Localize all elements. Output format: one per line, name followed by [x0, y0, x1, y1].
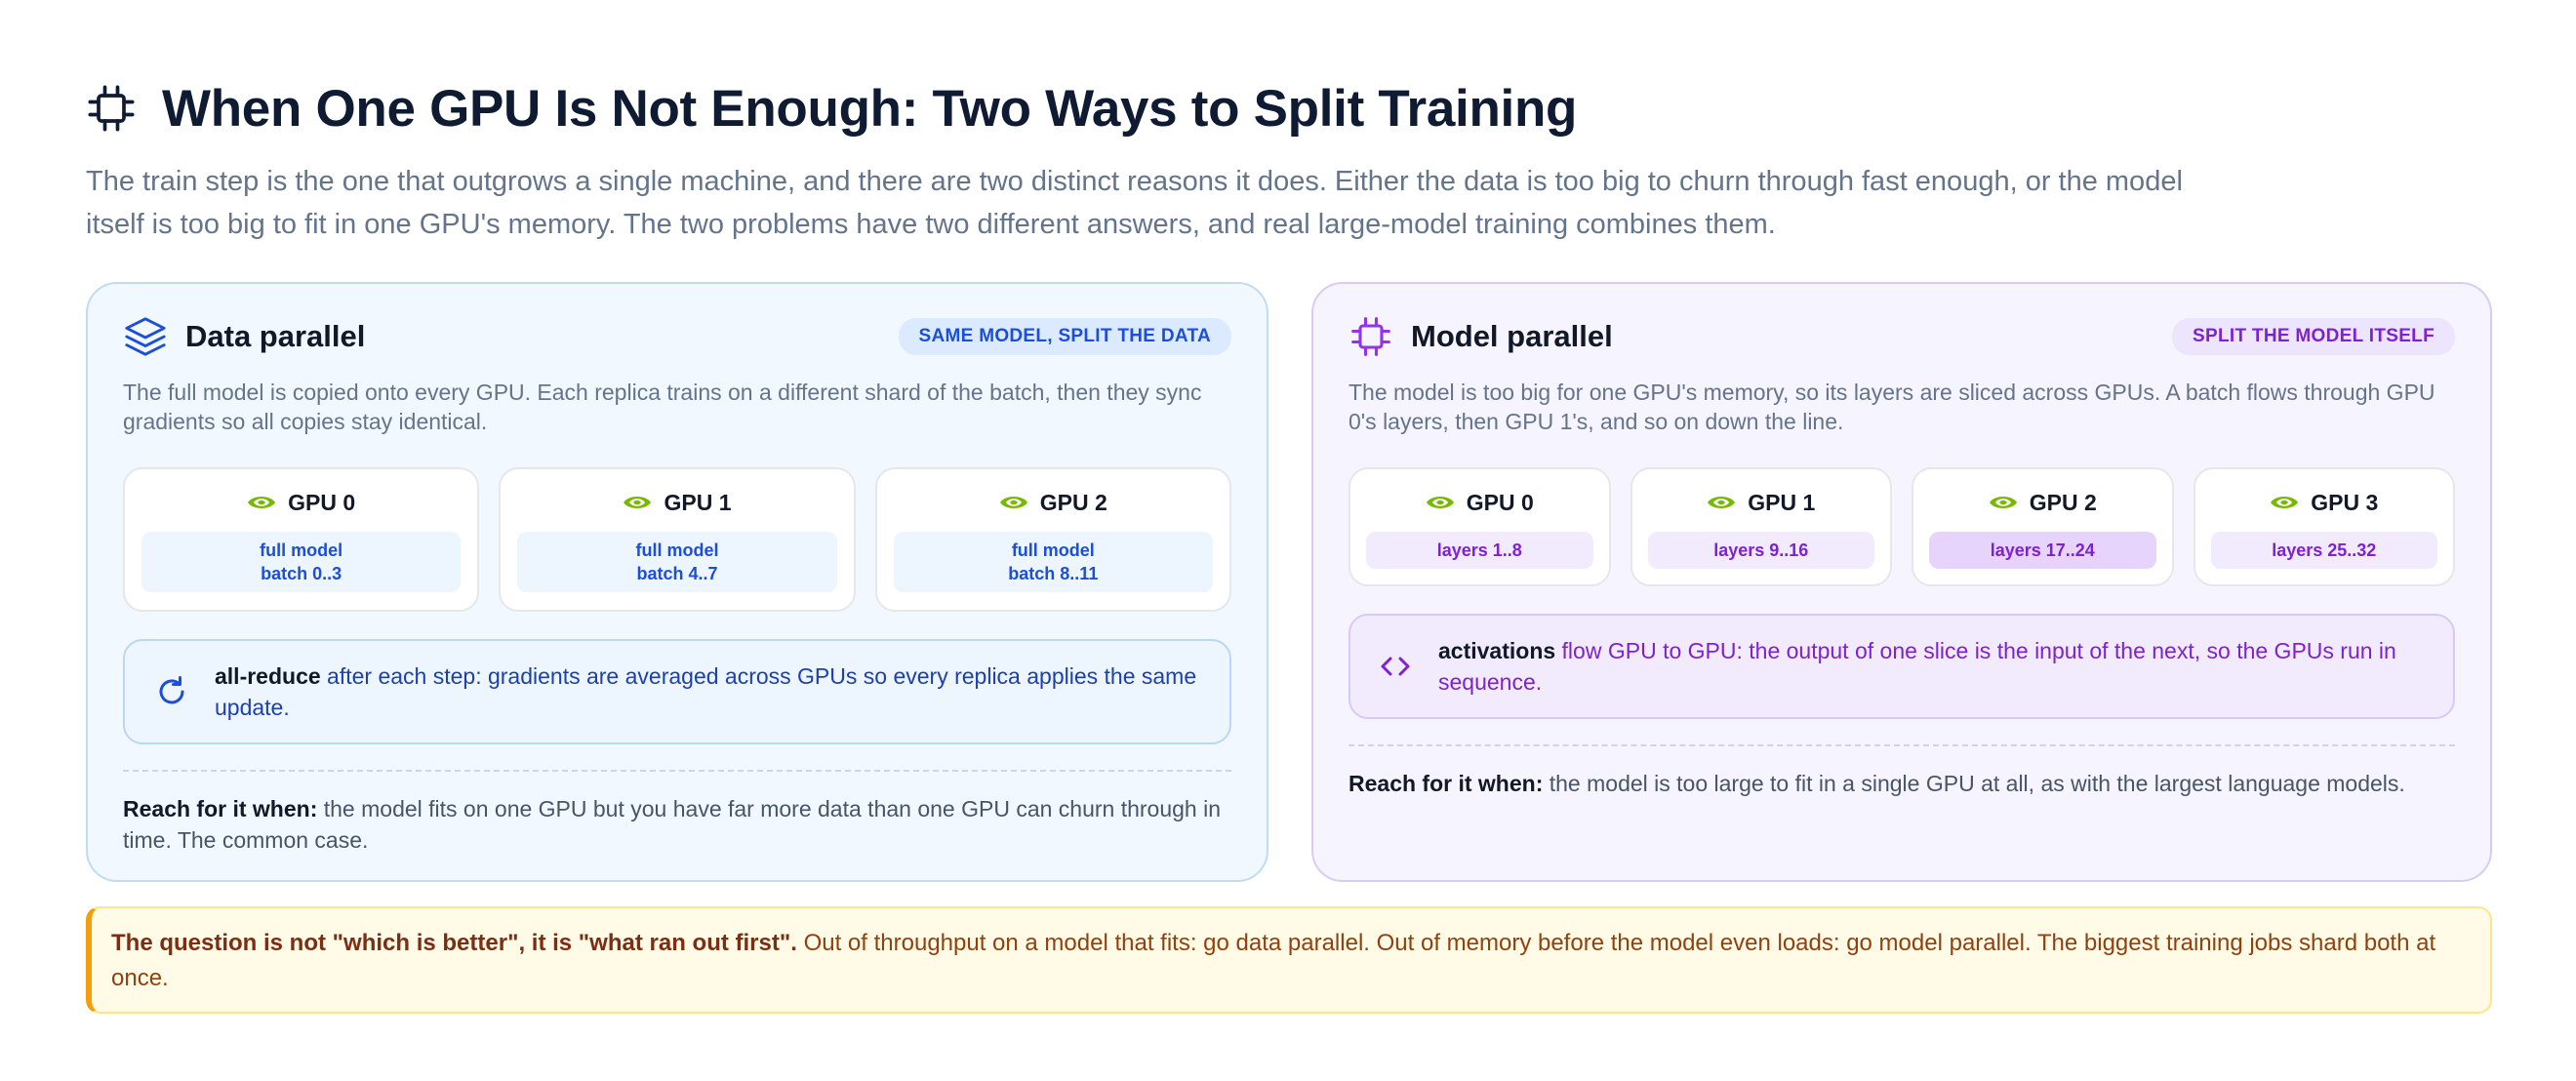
cpu-chip-icon — [86, 83, 137, 134]
gpu-layers: layers 25..32 — [2210, 532, 2437, 569]
note-text: flow GPU to GPU: the output of one slice… — [1438, 638, 2396, 695]
comparison-cards: Data parallel SAME MODEL, SPLIT THE DATA… — [86, 282, 2492, 882]
model-parallel-header: Model parallel SPLIT THE MODEL ITSELF — [1348, 315, 2455, 358]
gpu-batch-label: batch 8..11 — [1008, 564, 1099, 583]
model-parallel-description: The model is too big for one GPU's memor… — [1348, 380, 2435, 434]
nvidia-eye-icon — [999, 493, 1028, 512]
callout-text: Out of throughput on a model that fits: … — [111, 930, 2436, 991]
gpu-name: GPU 2 — [2029, 489, 2097, 515]
gpu-name: GPU 1 — [664, 489, 732, 515]
model-parallel-gpus: GPU 0 layers 1..8 GPU 1 layers 9..16 GPU… — [1348, 467, 2455, 586]
nvidia-eye-icon — [247, 493, 276, 512]
note-keyword: all-reduce — [215, 663, 321, 689]
cpu-chip-icon — [1348, 314, 1393, 359]
nvidia-eye-icon — [623, 493, 652, 512]
code-brackets-icon — [1376, 647, 1415, 686]
reach-label: Reach for it when: — [123, 796, 318, 821]
gpu-layers: layers 9..16 — [1647, 532, 1874, 569]
reach-for-it: Reach for it when: the model is too larg… — [1348, 768, 2455, 799]
data-parallel-badge: SAME MODEL, SPLIT THE DATA — [898, 318, 1231, 355]
data-parallel-header: Data parallel SAME MODEL, SPLIT THE DATA — [123, 315, 1231, 358]
gpu-layers: layers 1..8 — [1366, 532, 1593, 569]
reach-text: the model is too large to fit in a singl… — [1543, 771, 2405, 796]
model-parallel-title: Model parallel — [1411, 319, 1613, 353]
note-keyword: activations — [1438, 638, 1556, 663]
nvidia-eye-icon — [1989, 493, 2018, 512]
reach-text: the model fits on one GPU but you have f… — [123, 796, 1222, 853]
refresh-icon — [152, 672, 191, 711]
reach-for-it: Reach for it when: the model fits on one… — [123, 793, 1231, 856]
model-parallel-card: Model parallel SPLIT THE MODEL ITSELF Th… — [1311, 282, 2492, 882]
gpu-card: GPU 1 layers 9..16 — [1630, 467, 1892, 586]
gpu-model-label: full model — [635, 540, 719, 560]
nvidia-eye-icon — [2270, 493, 2299, 512]
gpu-model-label: full model — [260, 540, 343, 560]
gpu-layers: layers 17..24 — [1929, 532, 2156, 569]
gpu-card: GPU 2 layers 17..24 — [1912, 467, 2174, 586]
all-reduce-note: all-reduce after each step: gradients ar… — [123, 639, 1231, 744]
data-parallel-card: Data parallel SAME MODEL, SPLIT THE DATA… — [86, 282, 1268, 882]
activations-note: activations flow GPU to GPU: the output … — [1348, 614, 2455, 719]
note-text: after each step: gradients are averaged … — [215, 663, 1197, 720]
gpu-workload: full model batch 8..11 — [893, 532, 1213, 592]
summary-callout: The question is not "which is better", i… — [86, 906, 2492, 1014]
gpu-card: GPU 1 full model batch 4..7 — [499, 467, 856, 612]
gpu-name: GPU 1 — [1748, 489, 1816, 515]
model-parallel-badge: SPLIT THE MODEL ITSELF — [2172, 318, 2455, 355]
gpu-name: GPU 3 — [2311, 489, 2379, 515]
page: When One GPU Is Not Enough: Two Ways to … — [86, 76, 2492, 1014]
gpu-batch-label: batch 4..7 — [636, 564, 718, 583]
gpu-card: GPU 0 full model batch 0..3 — [123, 467, 480, 612]
gpu-card: GPU 2 full model batch 8..11 — [874, 467, 1231, 612]
reach-label: Reach for it when: — [1348, 771, 1544, 796]
data-parallel-description: The full model is copied onto every GPU.… — [123, 380, 1202, 434]
gpu-workload: full model batch 4..7 — [517, 532, 837, 592]
gpu-card: GPU 0 layers 1..8 — [1348, 467, 1611, 586]
gpu-name: GPU 0 — [1466, 489, 1534, 515]
gpu-batch-label: batch 0..3 — [261, 564, 342, 583]
layers-stack-icon — [123, 314, 168, 359]
gpu-name: GPU 0 — [288, 489, 356, 515]
title-row: When One GPU Is Not Enough: Two Ways to … — [86, 76, 2492, 140]
data-parallel-gpus: GPU 0 full model batch 0..3 GPU 1 full m… — [123, 467, 1231, 612]
nvidia-eye-icon — [1707, 493, 1736, 512]
gpu-name: GPU 2 — [1039, 489, 1107, 515]
divider — [123, 770, 1231, 772]
callout-strong: The question is not "which is better", i… — [111, 930, 797, 956]
gpu-card: GPU 3 layers 25..32 — [2193, 467, 2455, 586]
gpu-workload: full model batch 0..3 — [141, 532, 462, 592]
page-title: When One GPU Is Not Enough: Two Ways to … — [162, 79, 1578, 138]
nvidia-eye-icon — [1426, 493, 1455, 512]
divider — [1348, 744, 2455, 746]
data-parallel-title: Data parallel — [185, 319, 366, 353]
gpu-model-label: full model — [1011, 540, 1095, 560]
intro-text: The train step is the one that outgrows … — [86, 166, 2183, 240]
